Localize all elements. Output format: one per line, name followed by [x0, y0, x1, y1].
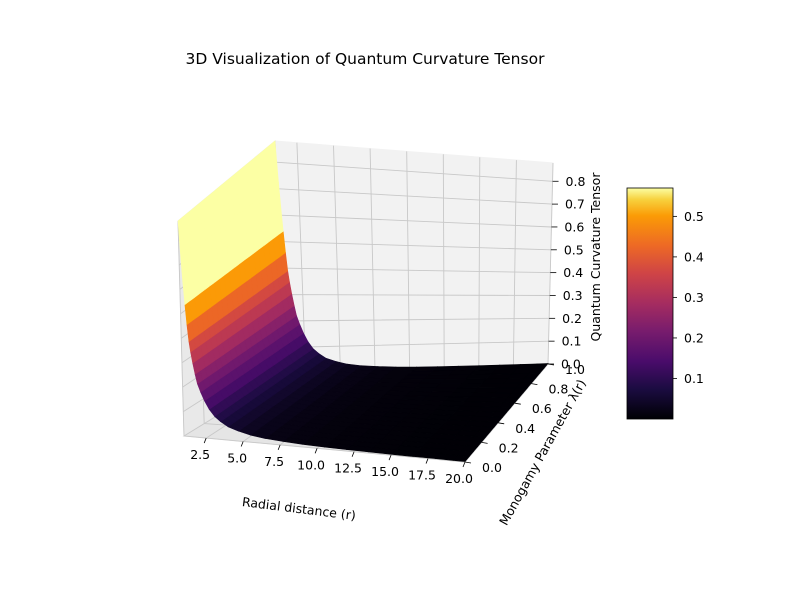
colorbar-tick-label: 0.4: [684, 249, 704, 264]
y-tick-label: 0.2: [499, 440, 519, 455]
chart-title: 3D Visualization of Quantum Curvature Te…: [186, 50, 546, 68]
x-tick-label: 20.0: [445, 471, 473, 486]
surface-plot: [177, 140, 549, 462]
y-tick-label: 0.4: [515, 421, 535, 436]
z-tick-label: 0.2: [562, 311, 582, 326]
x-axis-label: Radial distance (r): [241, 494, 356, 523]
z-tick-label: 0.3: [563, 288, 583, 303]
z-tick-label: 0.5: [564, 242, 584, 257]
x-tick-label: 2.5: [190, 447, 210, 462]
x-tick-label: 5.0: [227, 450, 247, 465]
z-tick-label: 0.8: [566, 174, 586, 189]
colorbar-tick-label: 0.1: [684, 371, 704, 386]
z-tick-label: 0.6: [564, 219, 584, 234]
y-tick-label: 0.8: [548, 382, 568, 397]
y-tick-label: 0.6: [532, 401, 552, 416]
z-axis-label: Quantum Curvature Tensor: [588, 172, 603, 342]
y-tick-label: 0.0: [482, 460, 502, 475]
x-tick-label: 10.0: [297, 457, 325, 472]
y-tick-label: 1.0: [565, 362, 585, 377]
back-wall-pane: [274, 140, 554, 375]
z-tick-label: 0.1: [562, 334, 582, 349]
x-axis-ticks: 2.5 5.0 7.5 10.0 12.5 15.0 17.5 20.0: [190, 437, 473, 486]
x-tick-label: 17.5: [408, 468, 436, 483]
colorbar: [626, 187, 674, 420]
x-tick-label: 15.0: [371, 464, 399, 479]
colorbar-tick-label: 0.3: [684, 290, 704, 305]
surface-facet: [177, 216, 185, 242]
x-tick-label: 7.5: [264, 454, 284, 469]
colorbar-tick-label: 0.2: [684, 330, 704, 345]
z-tick-label: 0.7: [565, 197, 585, 212]
x-tick-label: 12.5: [334, 461, 362, 476]
colorbar-ticks: 0.1 0.2 0.3 0.4 0.5: [673, 209, 704, 386]
y-axis-ticks: 0.0 0.2 0.4 0.6 0.8 1.0: [464, 362, 585, 475]
colorbar-tick-label: 0.5: [684, 209, 704, 224]
z-tick-label: 0.4: [563, 265, 583, 280]
z-axis-ticks: 0.0 0.1 0.2 0.3 0.4 0.5 0.6 0.7 0.8: [548, 174, 585, 372]
z-tick-label: 0.0: [561, 357, 581, 372]
